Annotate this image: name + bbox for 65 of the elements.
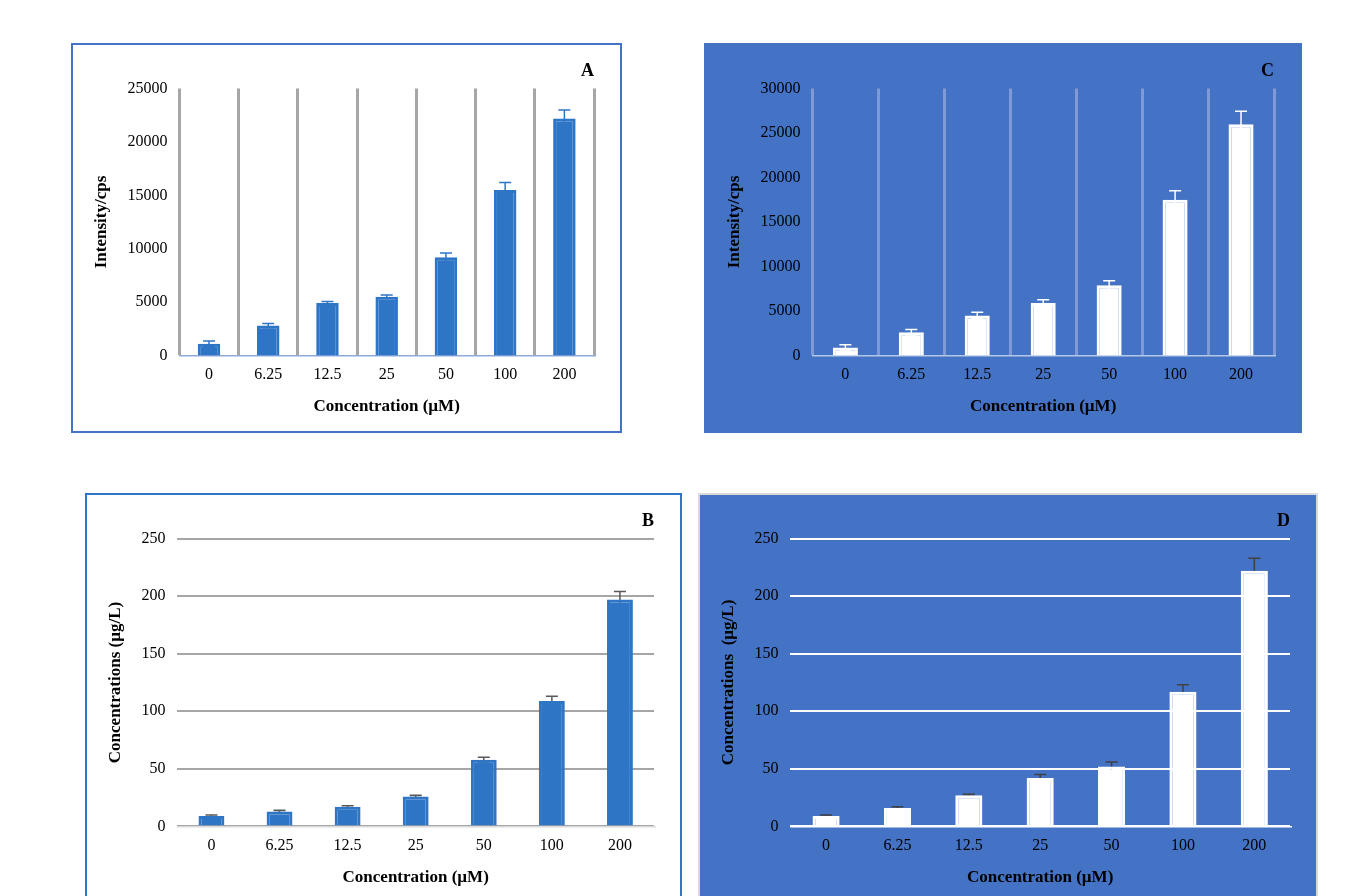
- y-tick-label: 10000: [127, 238, 168, 256]
- x-tick-label: 25: [1032, 836, 1049, 854]
- x-tick-label: 100: [539, 836, 564, 854]
- x-tick-label: 100: [1170, 836, 1195, 854]
- y-tick-label: 200: [754, 586, 779, 604]
- x-tick-label: 200: [552, 365, 577, 383]
- y-tick-label: 15000: [127, 185, 168, 203]
- y-axis-title: Concentrations (µg/L): [717, 599, 737, 766]
- x-tick-label: 200: [1229, 365, 1254, 383]
- y-tick-label: 25000: [760, 123, 801, 141]
- x-tick-label: 50: [1103, 836, 1120, 854]
- y-tick-label: 250: [754, 528, 779, 546]
- y-tick-label: 100: [754, 701, 779, 719]
- x-tick-label: 12.5: [333, 836, 362, 854]
- x-tick-label: 0: [205, 365, 214, 383]
- x-tick-label: 12.5: [954, 836, 983, 854]
- chart-title: C: [1261, 60, 1274, 81]
- y-tick-label: 10000: [760, 256, 801, 274]
- x-tick-label: 50: [475, 836, 492, 854]
- x-tick-label: 100: [493, 365, 518, 383]
- x-tick-label: 0: [841, 365, 850, 383]
- y-tick-label: 20000: [760, 167, 801, 185]
- y-tick-label: 50: [762, 759, 779, 777]
- y-tick-label: 15000: [760, 212, 801, 230]
- x-tick-label: 100: [1163, 365, 1188, 383]
- x-tick-label: 25: [407, 836, 424, 854]
- chart-title: B: [641, 510, 654, 531]
- x-tick-label: 200: [607, 836, 632, 854]
- x-axis-title: Concentration (µM): [967, 867, 1114, 887]
- x-tick-label: 50: [437, 365, 454, 383]
- y-tick-label: 5000: [768, 301, 801, 319]
- y-tick-label: 0: [792, 345, 801, 363]
- y-axis-title: Intensity/cps: [723, 175, 743, 269]
- x-tick-label: 6.25: [897, 365, 926, 383]
- x-tick-label: 12.5: [963, 365, 992, 383]
- x-tick-label: 0: [822, 836, 831, 854]
- y-tick-label: 100: [141, 701, 166, 719]
- chart-title: D: [1277, 510, 1290, 531]
- y-tick-label: 0: [157, 816, 166, 834]
- y-axis-title: Concentrations (µg/L): [104, 601, 124, 764]
- y-tick-label: 0: [770, 816, 779, 834]
- x-tick-label: 6.25: [265, 836, 294, 854]
- x-axis-title: Concentration (µM): [313, 396, 460, 416]
- y-tick-label: 25000: [127, 78, 168, 96]
- y-tick-label: 5000: [135, 292, 168, 310]
- y-tick-label: 0: [159, 345, 168, 363]
- x-tick-label: 50: [1101, 365, 1118, 383]
- y-tick-label: 50: [149, 759, 166, 777]
- x-axis-title: Concentration (µM): [342, 867, 489, 887]
- x-tick-label: 12.5: [313, 365, 342, 383]
- y-tick-label: 150: [141, 643, 166, 661]
- x-tick-label: 6.25: [254, 365, 283, 383]
- chart-title: A: [581, 60, 594, 81]
- x-tick-label: 0: [207, 836, 216, 854]
- x-tick-label: 25: [1035, 365, 1052, 383]
- y-tick-label: 200: [141, 586, 166, 604]
- y-tick-label: 150: [754, 643, 779, 661]
- y-tick-label: 30000: [760, 78, 801, 96]
- x-axis-title: Concentration (µM): [970, 396, 1117, 416]
- y-tick-label: 20000: [127, 132, 168, 150]
- x-tick-label: 6.25: [883, 836, 912, 854]
- x-tick-label: 200: [1242, 836, 1267, 854]
- y-tick-label: 250: [141, 528, 166, 546]
- x-tick-label: 25: [378, 365, 395, 383]
- y-axis-title: Intensity/cps: [90, 175, 110, 269]
